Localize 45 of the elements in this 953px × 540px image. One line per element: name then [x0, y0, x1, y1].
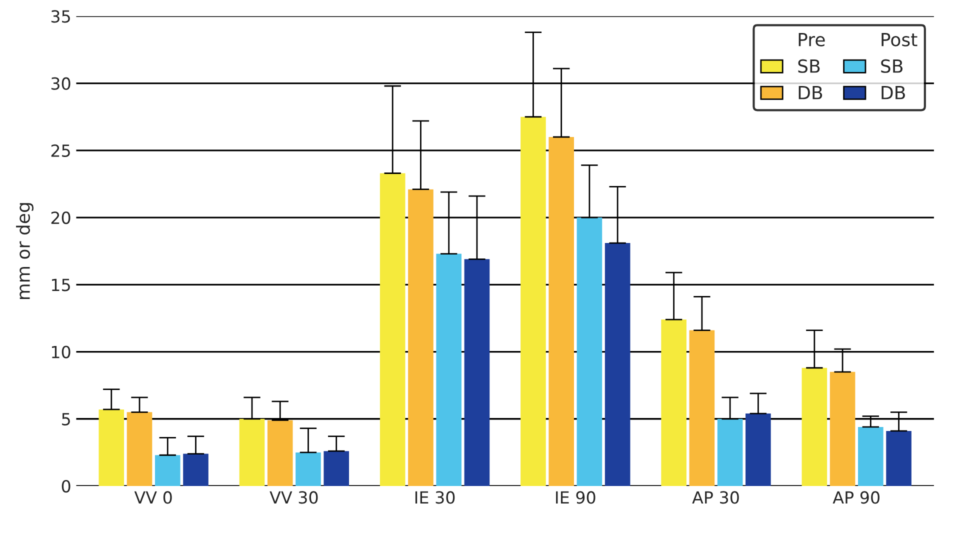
bar	[604, 243, 630, 486]
bar	[802, 368, 828, 486]
bar	[548, 137, 574, 486]
x-tick-label: IE 30	[415, 491, 455, 504]
x-tick-label: IE 90	[556, 491, 596, 504]
x-tick-label: VV 30	[270, 491, 318, 504]
y-tick-label: 15	[52, 278, 70, 292]
y-tick-label: 25	[51, 144, 70, 157]
bar	[154, 455, 180, 486]
bar	[126, 412, 152, 486]
bar	[296, 452, 321, 486]
x-tick-label: AP 90	[832, 491, 880, 504]
bar	[830, 372, 856, 486]
legend-label: SB	[798, 59, 820, 73]
bar	[689, 330, 715, 486]
bar	[661, 320, 686, 486]
bar	[98, 409, 124, 486]
legend-label: DB	[882, 86, 905, 100]
legend-label: SB	[881, 59, 902, 73]
bar	[886, 430, 912, 486]
bar	[464, 259, 490, 486]
x-tick-label: AP 30	[692, 491, 739, 504]
annotation: Pre	[798, 33, 825, 46]
bar	[746, 414, 771, 486]
bar	[436, 254, 462, 486]
annotation: Post	[882, 33, 918, 46]
bar	[408, 189, 434, 486]
y-tick-label: 30	[51, 77, 70, 90]
y-tick-label: 0	[62, 480, 70, 493]
y-tick-label: 20	[51, 212, 70, 224]
bar	[520, 116, 546, 486]
x-tick-label: VV 0	[134, 491, 172, 504]
y-axis-title: mm or deg	[16, 203, 34, 300]
legend-label: DB	[798, 86, 822, 100]
bar	[858, 426, 884, 486]
y-tick-label: 35	[51, 10, 70, 23]
bar	[324, 451, 350, 486]
y-tick-label: 5	[62, 413, 70, 426]
bar	[267, 420, 293, 486]
bar	[183, 454, 208, 486]
bar	[717, 418, 743, 486]
y-tick-label: 10	[52, 346, 70, 358]
bar	[239, 418, 265, 486]
bar	[576, 218, 602, 486]
bar	[380, 173, 406, 486]
